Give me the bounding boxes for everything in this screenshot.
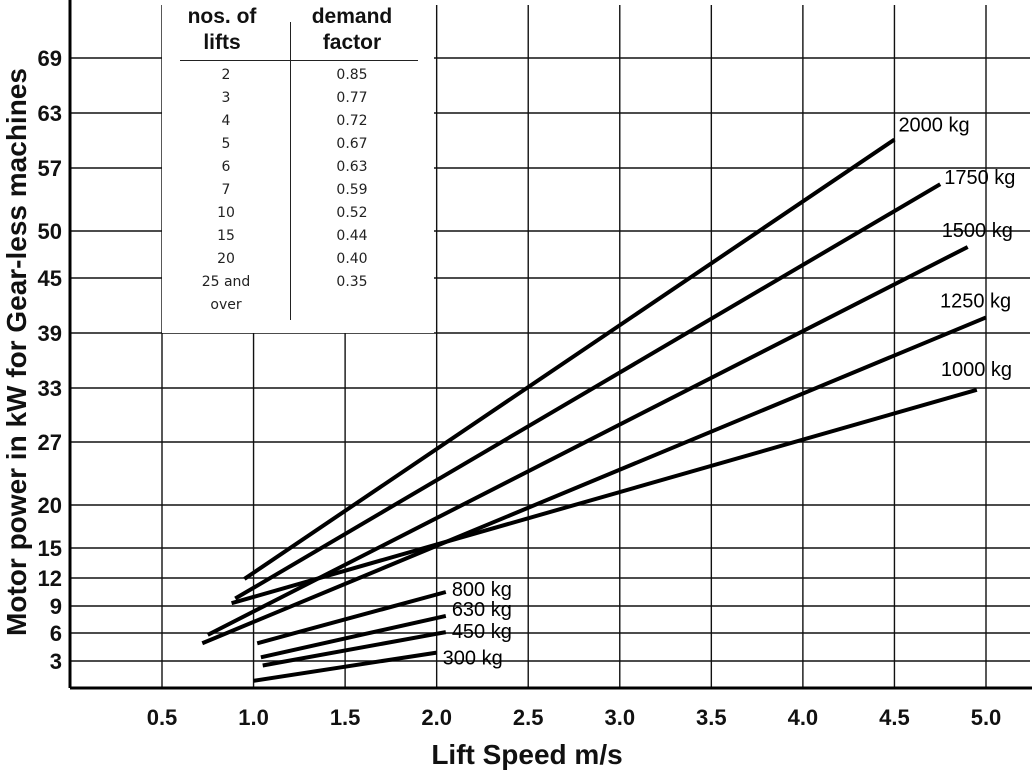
x-tick-label: 1.0 [238, 705, 269, 730]
y-tick-label: 9 [50, 594, 62, 619]
x-tick-label: 5.0 [971, 705, 1002, 730]
y-tick-label: 69 [38, 46, 62, 71]
table-row: 5 0.67 [162, 133, 434, 156]
demand-factor-cell: 0.59 [336, 182, 368, 198]
lifts-cell: 25 and over [201, 274, 251, 313]
series-line-630-kg [260, 613, 447, 660]
lifts-cell: 4 [221, 113, 231, 129]
series-line-800-kg [256, 590, 447, 646]
y-tick-label: 6 [50, 621, 62, 646]
lifts-cell: 7 [221, 182, 231, 198]
demand-factor-cell: 0.63 [336, 159, 368, 175]
demand-factor-cell: 0.72 [336, 113, 368, 129]
table-row: 25 and over 0.35 [162, 271, 434, 317]
lifts-cell: 6 [221, 159, 231, 175]
table-header-lifts: nos. of lifts [187, 5, 257, 54]
y-axis-title: Motor power in kW for Gear-less machines [1, 68, 32, 636]
y-tick-label: 15 [38, 536, 62, 561]
table-body: 2 0.85 3 0.77 4 0.72 5 0.67 6 0.63 7 0.59 10 0.52 15 0.… [162, 64, 434, 317]
table-row: 15 0.44 [162, 225, 434, 248]
x-tick-label: 4.5 [879, 705, 910, 730]
x-tick-label: 2.5 [513, 705, 544, 730]
series-label-1750-kg: 1750 kg [944, 167, 1015, 189]
lifts-cell: 20 [217, 251, 235, 267]
demand-factor-cell: 0.35 [336, 274, 368, 290]
table-row: 6 0.63 [162, 156, 434, 179]
table-row: 2 0.85 [162, 64, 434, 87]
table-header-demand-factor: demand factor [311, 5, 393, 54]
y-tick-label: 3 [50, 649, 62, 674]
y-tick-label: 50 [38, 219, 62, 244]
series-label-2000-kg: 2000 kg [898, 115, 969, 137]
lifts-cell: 10 [217, 205, 235, 221]
table-header-rule [180, 60, 418, 61]
y-tick-label: 27 [38, 430, 62, 455]
table-column-divider [290, 22, 291, 320]
series-label-300-kg: 300 kg [443, 648, 503, 670]
demand-factor-cell: 0.85 [336, 67, 368, 83]
demand-factor-cell: 0.52 [336, 205, 368, 221]
series-line-1000-kg [231, 387, 978, 606]
lifts-cell: 5 [221, 136, 231, 152]
y-tick-labels: 3 69 12 15 20 27 33 39 45 50 57 63 69 [38, 46, 62, 674]
table-row: 3 0.77 [162, 87, 434, 110]
series-line-1250-kg [201, 315, 987, 646]
demand-factor-cell: 0.77 [336, 90, 368, 106]
y-tick-label: 12 [38, 566, 62, 591]
x-tick-label: 0.5 [147, 705, 178, 730]
lifts-cell: 3 [221, 90, 231, 106]
table-row: 10 0.52 [162, 202, 434, 225]
x-tick-label: 3.5 [696, 705, 727, 730]
table-row: 7 0.59 [162, 179, 434, 202]
lifts-cell: 15 [217, 228, 235, 244]
y-tick-label: 39 [38, 321, 62, 346]
series-line-1500-kg [206, 245, 969, 637]
series-labels: 2000 kg 1750 kg 1500 kg 1250 kg 1000 kg 800 k… [443, 115, 1016, 670]
demand-factor-table: nos. of lifts demand factor 2 0.85 3 0.77 4 0.7… [162, 0, 434, 333]
demand-factor-cell: 0.44 [336, 228, 368, 244]
table-row: 20 0.40 [162, 248, 434, 271]
demand-factor-cell: 0.67 [336, 136, 368, 152]
x-axis-title: Lift Speed m/s [431, 739, 622, 770]
x-tick-label: 1.5 [330, 705, 361, 730]
table-row: 4 0.72 [162, 110, 434, 133]
series-line-1750-kg [234, 182, 942, 601]
x-tick-label: 2.0 [421, 705, 452, 730]
series-label-1250-kg: 1250 kg [940, 290, 1011, 312]
lifts-cell: 2 [221, 67, 231, 83]
x-tick-labels: 0.5 1.0 1.5 2.0 2.5 3.0 3.5 4.0 4.5 5.0 [147, 705, 1002, 730]
y-tick-label: 33 [38, 376, 62, 401]
series-label-800-kg: 800 kg [452, 579, 512, 601]
x-tick-label: 3.0 [604, 705, 635, 730]
demand-factor-cell: 0.40 [336, 251, 368, 267]
x-tick-label: 4.0 [788, 705, 819, 730]
y-tick-label: 63 [38, 101, 62, 126]
y-tick-label: 57 [38, 156, 62, 181]
series-line-450-kg [262, 630, 447, 668]
y-tick-label: 20 [38, 493, 62, 518]
y-tick-label: 45 [38, 266, 62, 291]
series-line-300-kg [253, 650, 437, 683]
series-line-2000-kg [243, 137, 896, 581]
series-label-1000-kg: 1000 kg [941, 359, 1012, 381]
series-label-630-kg: 630 kg [452, 599, 512, 621]
series-lines [201, 137, 987, 683]
series-label-450-kg: 450 kg [452, 621, 512, 643]
series-label-1500-kg: 1500 kg [942, 220, 1013, 242]
